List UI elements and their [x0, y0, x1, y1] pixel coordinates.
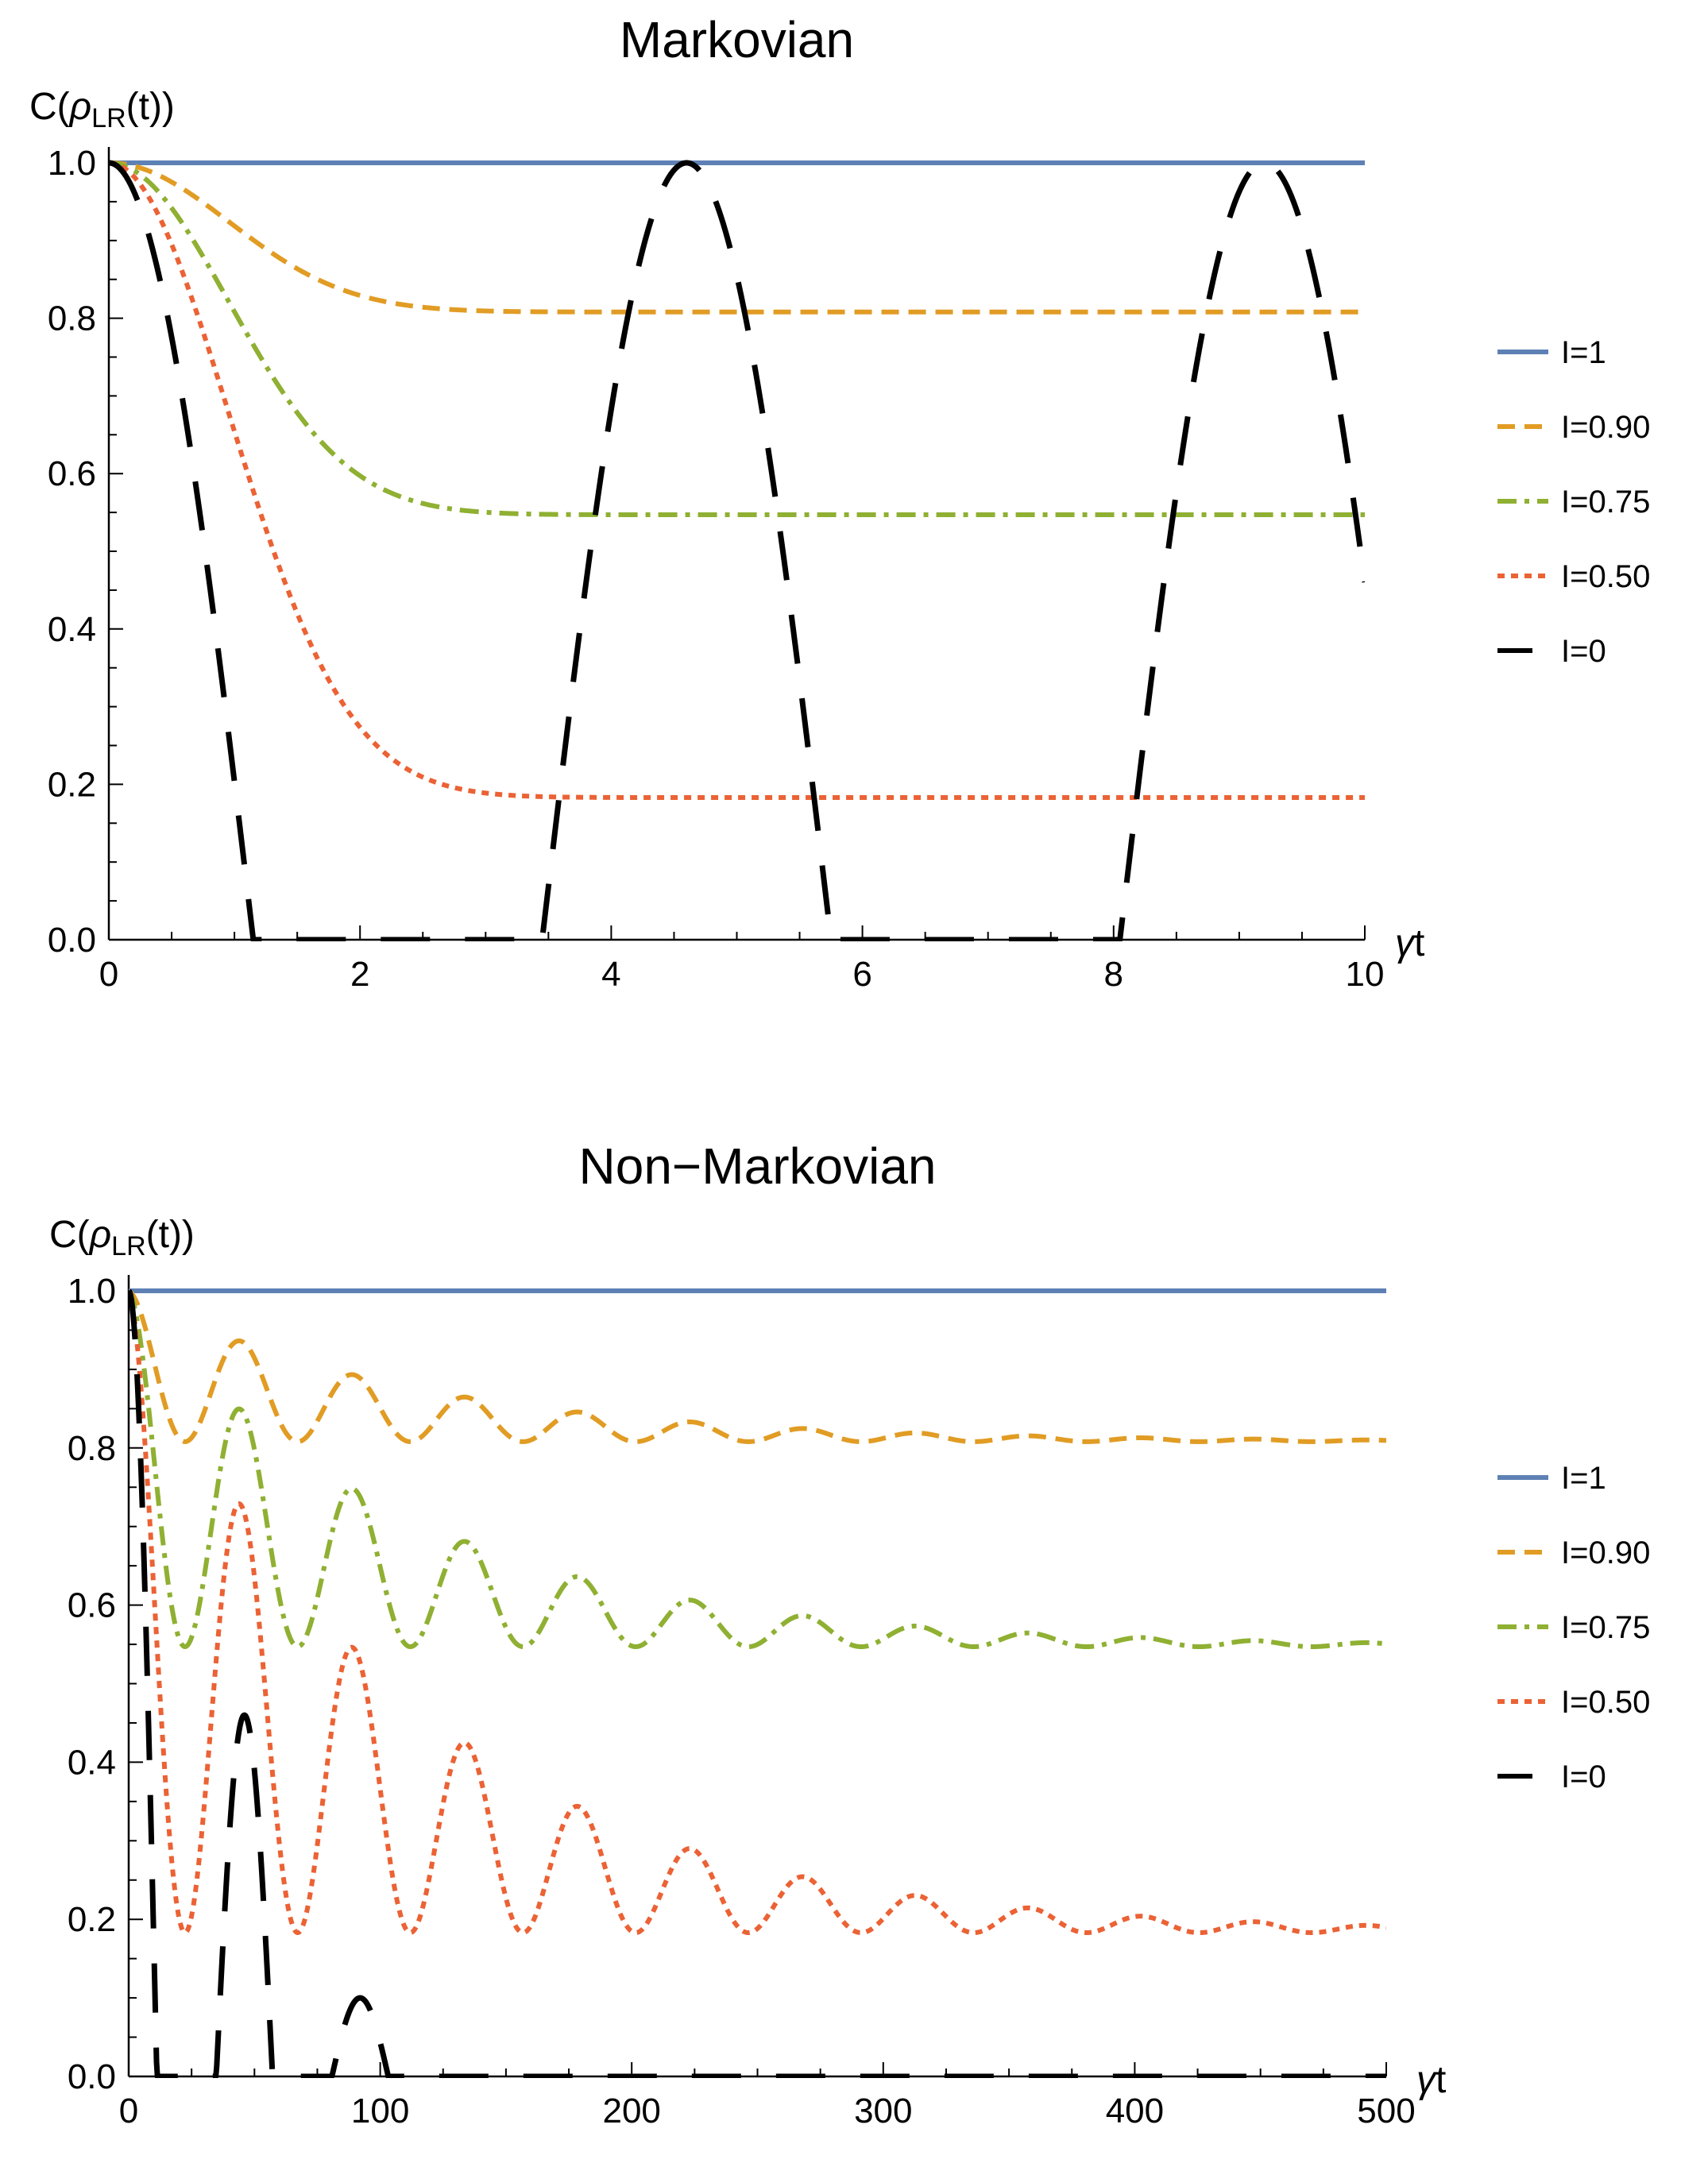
legend-label: I=0.90	[1561, 1535, 1650, 1570]
y-axis-label-rho: ρ	[88, 1214, 112, 1256]
y-tick-label: 0.4	[48, 610, 96, 649]
y-tick-label: 0.6	[68, 1586, 116, 1625]
y-tick-label: 0.2	[68, 1900, 116, 1939]
x-tick-label: 0	[119, 2092, 138, 2130]
legend-label: I=0.90	[1561, 410, 1650, 445]
y-axis-label: C(ρLR(t))	[49, 1214, 195, 1261]
legend: I=1 I=0.90 I=0.75 I=0.50 I=0	[1497, 335, 1650, 669]
plot-area	[109, 160, 1365, 941]
y-axis-label-rho: ρ	[68, 86, 92, 128]
y-axis-label-sub: LR	[111, 1231, 145, 1261]
series-line-I=0.75	[109, 160, 1365, 518]
x-axis-label-t: t	[1414, 922, 1424, 964]
chart-2: Non−Markovian C(ρLR(t)) 0 100 200 300 400 500 0.…	[49, 1138, 1650, 2130]
y-tick-label: 0.2	[48, 765, 96, 804]
x-tick-label: 500	[1357, 2092, 1415, 2130]
legend-label: I=0.75	[1561, 1610, 1650, 1645]
y-axis-label-sub: LR	[91, 103, 126, 133]
legend-label: I=0.50	[1561, 1685, 1650, 1720]
y-tick-label: 1.0	[68, 1272, 116, 1311]
x-tick-label: 300	[854, 2092, 912, 2130]
y-tick-label: 0.8	[48, 299, 96, 338]
x-tick-label: 100	[351, 2092, 409, 2130]
series-line-I=0.90	[109, 160, 1365, 315]
x-axis-label: γt	[1416, 2059, 1446, 2101]
legend: I=1 I=0.90 I=0.75 I=0.50 I=0	[1497, 1461, 1650, 1794]
x-tick-label: 6	[852, 955, 871, 994]
y-axis-label-suffix: (t))	[126, 86, 175, 128]
y-tick-label: 0.4	[68, 1743, 116, 1782]
y-tick-label: 0.6	[48, 454, 96, 493]
series-line-I=0.50	[109, 160, 1365, 801]
legend-label: I=0	[1561, 1759, 1606, 1794]
chart-1: Markovian C(ρLR(t)) 0 2 4 6 8 10 0.0 0.2 0.4 0.6 0.8…	[29, 11, 1650, 994]
chart-title: Markovian	[620, 11, 854, 68]
x-axis-label-gamma: γ	[1416, 2059, 1438, 2101]
x-axis-label: γt	[1395, 922, 1424, 964]
x-tick-label: 0	[99, 955, 118, 994]
x-tick-label: 10	[1346, 955, 1385, 994]
legend-label: I=0.50	[1561, 559, 1650, 594]
y-tick-label: 0.0	[48, 921, 96, 960]
y-tick-label: 0.0	[68, 2057, 116, 2096]
chart-title: Non−Markovian	[579, 1138, 937, 1195]
series-line-I=0.90	[129, 1288, 1386, 1444]
series-line-I=0.75	[129, 1289, 1386, 1650]
y-tick-label: 1.0	[48, 144, 96, 183]
legend-label: I=0	[1561, 634, 1606, 669]
x-axis-label-gamma: γ	[1395, 922, 1416, 964]
y-axis-label-prefix: C(	[29, 86, 70, 128]
legend-label: I=1	[1561, 335, 1606, 370]
x-tick-label: 8	[1104, 955, 1123, 994]
plot-area	[129, 1288, 1386, 2078]
legend-label: I=1	[1561, 1461, 1606, 1496]
y-axis-label-prefix: C(	[49, 1214, 90, 1256]
y-tick-label: 0.8	[68, 1429, 116, 1468]
x-tick-label: 400	[1106, 2092, 1164, 2130]
legend-label: I=0.75	[1561, 485, 1650, 520]
series-line-I=0	[129, 1288, 1386, 2078]
series-line-I=0.50	[129, 1289, 1386, 1936]
series-line-I=0	[109, 160, 1365, 941]
x-tick-label: 4	[601, 955, 620, 994]
y-axis-label: C(ρLR(t))	[29, 86, 175, 133]
x-axis-label-t: t	[1436, 2059, 1446, 2101]
x-tick-label: 2	[350, 955, 369, 994]
x-tick-label: 200	[602, 2092, 660, 2130]
y-axis-label-suffix: (t))	[146, 1214, 195, 1256]
